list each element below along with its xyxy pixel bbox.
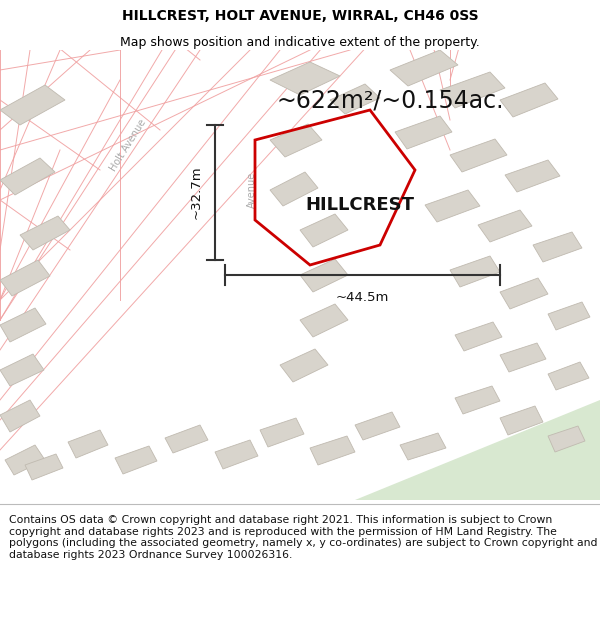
Polygon shape xyxy=(500,83,558,117)
Polygon shape xyxy=(440,72,505,108)
Polygon shape xyxy=(500,406,543,435)
Polygon shape xyxy=(0,308,46,342)
Polygon shape xyxy=(300,259,348,292)
Polygon shape xyxy=(20,216,70,250)
Polygon shape xyxy=(455,386,500,414)
Polygon shape xyxy=(548,302,590,330)
Polygon shape xyxy=(400,433,446,460)
Polygon shape xyxy=(500,278,548,309)
Polygon shape xyxy=(280,349,328,382)
Polygon shape xyxy=(425,190,480,222)
Polygon shape xyxy=(450,139,507,172)
Polygon shape xyxy=(5,445,45,475)
Polygon shape xyxy=(215,440,258,469)
Polygon shape xyxy=(390,50,458,86)
Polygon shape xyxy=(270,124,322,157)
Polygon shape xyxy=(533,232,582,262)
Polygon shape xyxy=(310,436,355,465)
Polygon shape xyxy=(0,400,40,432)
Polygon shape xyxy=(115,446,157,474)
Polygon shape xyxy=(300,214,348,247)
Polygon shape xyxy=(548,426,585,452)
Polygon shape xyxy=(25,454,63,480)
Polygon shape xyxy=(0,260,50,296)
Polygon shape xyxy=(455,322,502,351)
Polygon shape xyxy=(395,116,452,149)
Polygon shape xyxy=(165,425,208,453)
Polygon shape xyxy=(330,84,380,114)
Text: Map shows position and indicative extent of the property.: Map shows position and indicative extent… xyxy=(120,36,480,49)
Polygon shape xyxy=(355,412,400,440)
Polygon shape xyxy=(355,400,600,500)
Polygon shape xyxy=(270,172,318,206)
Polygon shape xyxy=(478,210,532,242)
Polygon shape xyxy=(270,62,340,95)
Polygon shape xyxy=(245,50,265,280)
Polygon shape xyxy=(0,354,44,386)
Text: HILLCREST: HILLCREST xyxy=(305,196,415,214)
Polygon shape xyxy=(0,85,65,125)
Polygon shape xyxy=(450,256,500,287)
Polygon shape xyxy=(0,158,55,195)
Polygon shape xyxy=(500,343,546,372)
Text: Holt Avenue: Holt Avenue xyxy=(108,118,148,172)
Polygon shape xyxy=(90,170,165,300)
Polygon shape xyxy=(548,362,589,390)
Text: HILLCREST, HOLT AVENUE, WIRRAL, CH46 0SS: HILLCREST, HOLT AVENUE, WIRRAL, CH46 0SS xyxy=(122,9,478,23)
Text: Avenue: Avenue xyxy=(247,172,257,208)
Polygon shape xyxy=(505,160,560,192)
Polygon shape xyxy=(90,50,220,170)
Text: Contains OS data © Crown copyright and database right 2021. This information is : Contains OS data © Crown copyright and d… xyxy=(9,515,598,560)
Text: ~32.7m: ~32.7m xyxy=(190,166,203,219)
Text: ~622m²/~0.154ac.: ~622m²/~0.154ac. xyxy=(276,88,504,112)
Text: ~44.5m: ~44.5m xyxy=(336,291,389,304)
Polygon shape xyxy=(300,304,348,337)
Polygon shape xyxy=(260,418,304,447)
Polygon shape xyxy=(68,430,108,458)
